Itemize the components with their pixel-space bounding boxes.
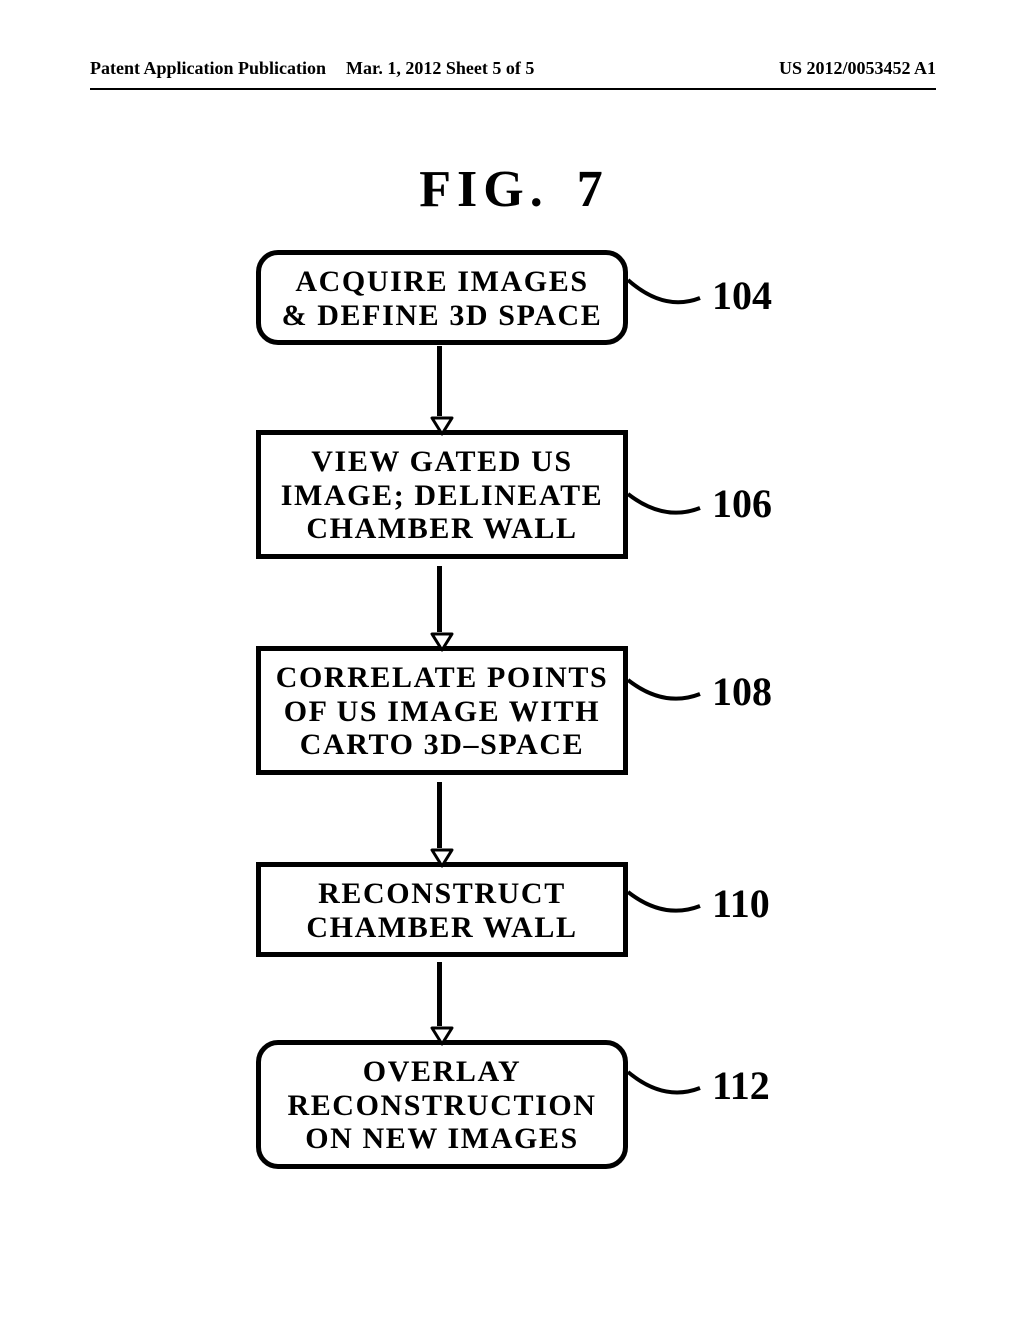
flow-node-line: RECONSTRUCTION: [269, 1089, 615, 1123]
arrow-shaft: [437, 346, 442, 416]
arrow-shaft: [437, 962, 442, 1026]
flow-node: ACQUIRE IMAGES& DEFINE 3D SPACE: [256, 250, 628, 345]
reference-leader: [622, 886, 706, 924]
figure-title: FIG. 7: [0, 160, 1024, 219]
flow-arrow: [430, 962, 448, 1044]
flow-node: OVERLAYRECONSTRUCTIONON NEW IMAGES: [256, 1040, 628, 1169]
flow-node-line: RECONSTRUCT: [269, 877, 615, 911]
flow-node: VIEW GATED USIMAGE; DELINEATECHAMBER WAL…: [256, 430, 628, 559]
flow-node-line: OVERLAY: [269, 1055, 615, 1089]
flow-node-line: & DEFINE 3D SPACE: [269, 299, 615, 333]
flow-node-line: OF US IMAGE WITH: [269, 695, 615, 729]
arrow-head-icon: [430, 632, 448, 650]
arrow-head-icon: [430, 416, 448, 434]
flow-node-line: ACQUIRE IMAGES: [269, 265, 615, 299]
header-left: Patent Application Publication: [90, 58, 326, 79]
flow-arrow: [430, 566, 448, 650]
reference-leader: [622, 488, 706, 526]
patent-page: Patent Application Publication Mar. 1, 2…: [0, 0, 1024, 1320]
flow-arrow: [430, 782, 448, 866]
header-right: US 2012/0053452 A1: [779, 58, 936, 79]
header-rule: [90, 88, 936, 90]
reference-number: 106: [712, 480, 772, 527]
flow-node-line: ON NEW IMAGES: [269, 1122, 615, 1156]
reference-number: 110: [712, 880, 770, 927]
flow-arrow: [430, 346, 448, 434]
header-middle: Mar. 1, 2012 Sheet 5 of 5: [346, 58, 534, 79]
reference-number: 104: [712, 272, 772, 319]
reference-leader: [622, 674, 706, 712]
figure-label-prefix: FIG.: [419, 161, 548, 218]
reference-number: 108: [712, 668, 772, 715]
arrow-head-icon: [430, 848, 448, 866]
reference-leader: [622, 1066, 706, 1106]
arrow-shaft: [437, 566, 442, 632]
reference-number: 112: [712, 1062, 770, 1109]
reference-leader: [622, 274, 706, 316]
flow-node-line: CARTO 3D–SPACE: [269, 728, 615, 762]
flow-node: RECONSTRUCTCHAMBER WALL: [256, 862, 628, 957]
arrow-head-icon: [430, 1026, 448, 1044]
flow-node-line: CORRELATE POINTS: [269, 661, 615, 695]
flow-node-line: CHAMBER WALL: [269, 911, 615, 945]
flow-node-line: VIEW GATED US: [269, 445, 615, 479]
figure-label-number: 7: [577, 161, 605, 218]
flow-node-line: IMAGE; DELINEATE: [269, 479, 615, 513]
flow-node: CORRELATE POINTSOF US IMAGE WITHCARTO 3D…: [256, 646, 628, 775]
arrow-shaft: [437, 782, 442, 848]
flow-node-line: CHAMBER WALL: [269, 512, 615, 546]
